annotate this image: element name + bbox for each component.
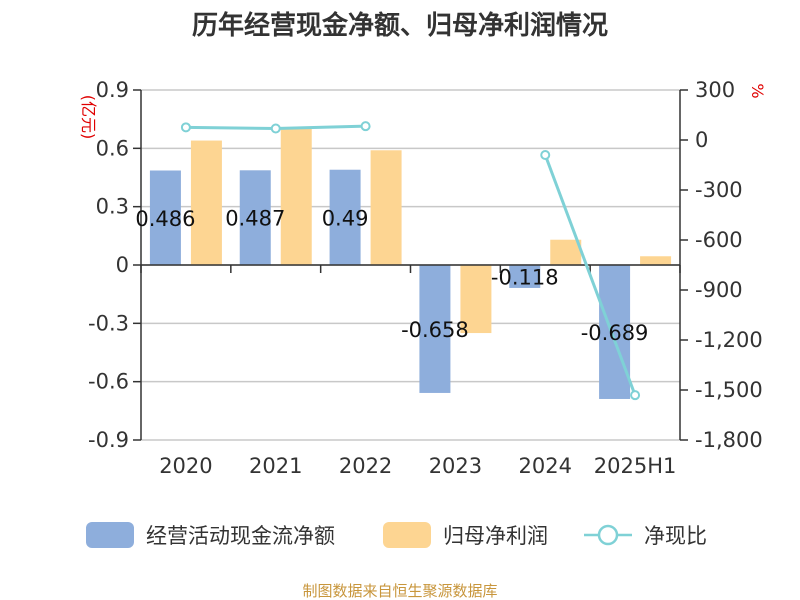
ratio-point xyxy=(630,390,641,401)
legend-label: 经营活动现金流净额 xyxy=(146,524,335,548)
right-tick-label: 0 xyxy=(695,128,708,152)
data-label: 0.486 xyxy=(135,207,195,231)
category-label: 2025H1 xyxy=(594,454,677,478)
chart-title: 历年经营现金净额、归母净利润情况 xyxy=(192,10,608,41)
category-label: 2024 xyxy=(519,454,572,478)
left-tick-label: -0.9 xyxy=(88,428,129,452)
cash-flow-bar xyxy=(509,265,541,288)
axes: 0.9 0.6 0.3 0 -0.3 -0.6 -0.9 300 0 -300 -600 -900 -1… xyxy=(88,78,763,478)
cash-flow-bar xyxy=(239,170,271,265)
cash-flow-bar xyxy=(329,169,361,265)
net-profit-bar xyxy=(460,265,492,334)
cash-flow-bar xyxy=(149,170,181,265)
ratio-line xyxy=(180,121,641,401)
net-profit-bar xyxy=(640,256,672,265)
legend-label: 归母净利润 xyxy=(443,524,548,548)
category-label: 2023 xyxy=(429,454,482,478)
ratio-line-segment xyxy=(543,154,637,396)
legend-swatch xyxy=(383,522,431,548)
data-labels: 0.486 0.487 0.49 -0.658 -0.118 -0.689 xyxy=(135,206,648,345)
category-label: 2020 xyxy=(159,454,212,478)
ratio-point xyxy=(360,121,371,132)
right-tick-label: -1,800 xyxy=(695,428,763,452)
net-profit-bar xyxy=(370,150,402,265)
right-tick-label: -900 xyxy=(695,278,743,302)
left-tick-label: -0.3 xyxy=(88,311,129,335)
data-label: -0.689 xyxy=(581,321,649,345)
ratio-point xyxy=(540,150,551,160)
ratio-point xyxy=(180,122,191,133)
data-label: -0.118 xyxy=(491,265,559,289)
data-label: -0.658 xyxy=(401,318,469,342)
bars xyxy=(149,126,672,399)
net-profit-bar xyxy=(190,140,222,265)
net-profit-bar xyxy=(280,126,312,265)
legend: 经营活动现金流净额 归母净利润 净现比 xyxy=(86,522,707,548)
footer-source: 制图数据来自恒生聚源数据库 xyxy=(302,582,497,600)
left-axis-unit: (亿元) xyxy=(79,95,98,140)
left-tick-label: 0.6 xyxy=(96,136,129,160)
cash-flow-bar xyxy=(419,265,451,393)
legend-marker xyxy=(597,524,619,546)
ratio-point xyxy=(270,123,281,134)
legend-label: 净现比 xyxy=(644,524,707,548)
right-tick-label: -1,200 xyxy=(695,328,763,352)
right-tick-label: 300 xyxy=(695,78,735,102)
net-profit-bar xyxy=(550,239,582,265)
left-tick-label: -0.6 xyxy=(88,370,129,394)
cash-flow-bar xyxy=(599,265,631,399)
right-tick-label: -600 xyxy=(695,228,743,252)
category-label: 2021 xyxy=(249,454,302,478)
left-tick-label: 0.9 xyxy=(96,78,129,102)
category-label: 2022 xyxy=(339,454,392,478)
data-label: 0.49 xyxy=(322,206,369,230)
right-tick-label: -300 xyxy=(695,178,743,202)
left-tick-label: 0 xyxy=(116,253,129,277)
legend-swatch xyxy=(86,522,134,548)
right-tick-label: -1,500 xyxy=(695,378,763,402)
data-label: 0.487 xyxy=(225,207,285,231)
left-tick-label: 0.3 xyxy=(96,195,129,219)
right-axis-unit: % xyxy=(748,83,767,98)
